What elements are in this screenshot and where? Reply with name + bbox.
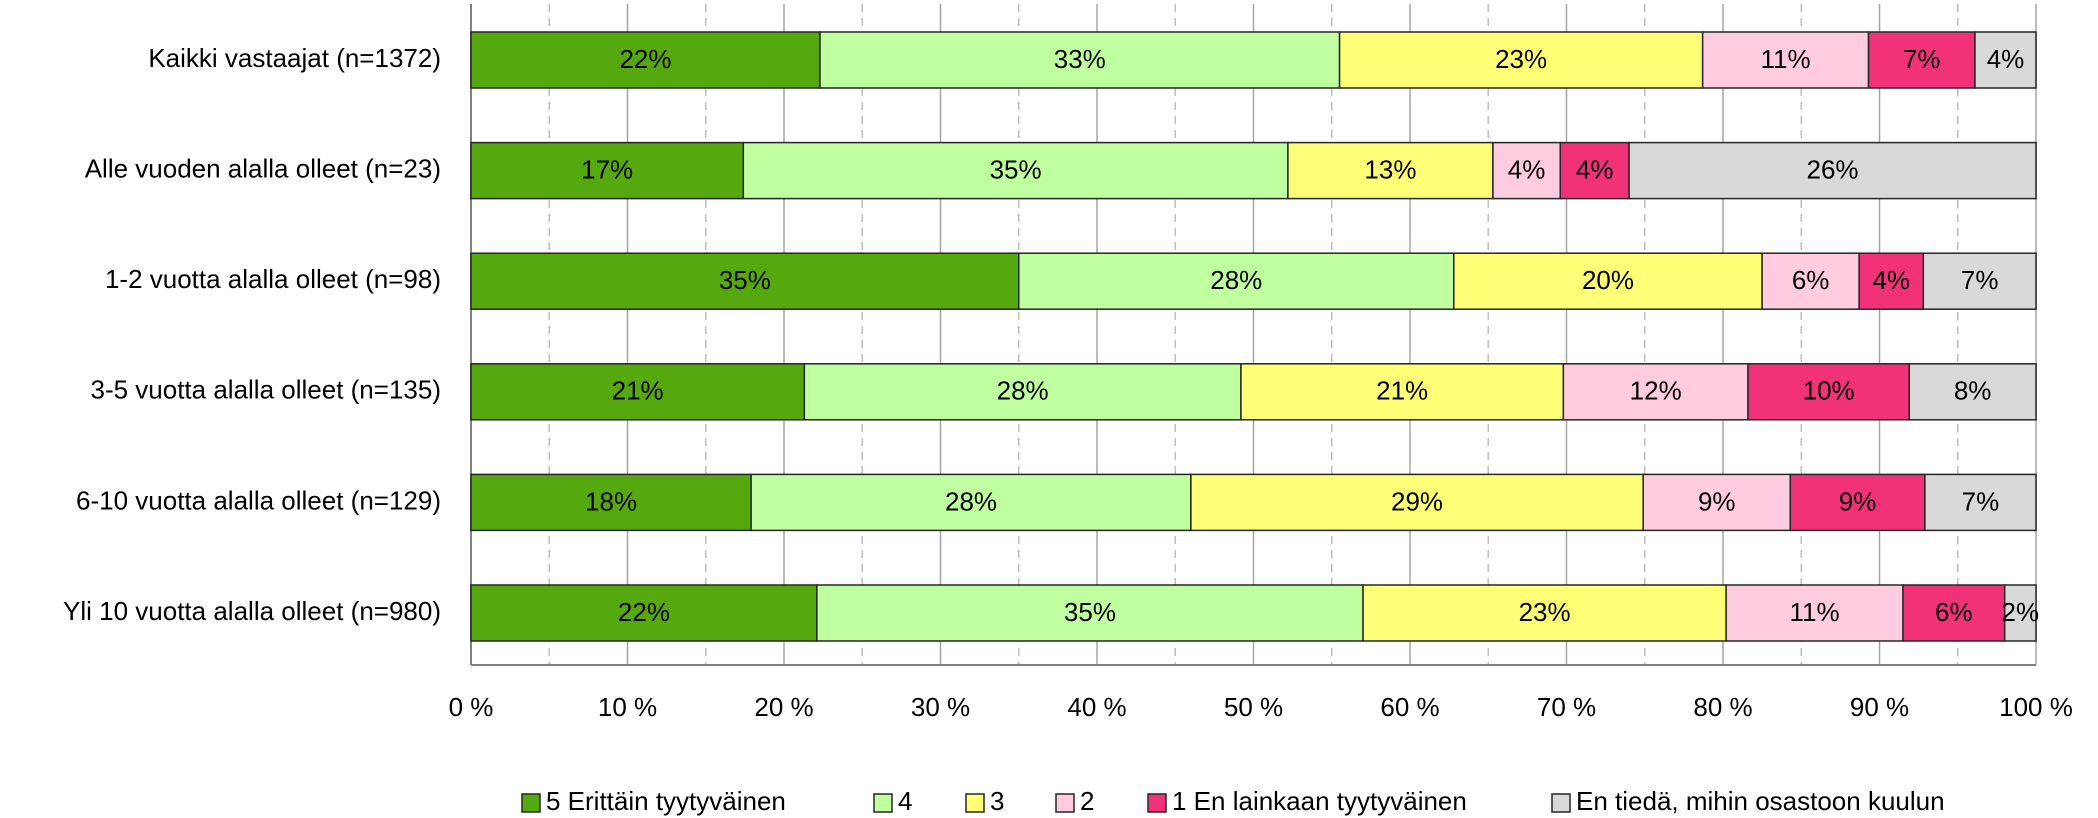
x-tick-label: 60 % <box>1380 692 1439 722</box>
bar-segment <box>1492 141 1561 200</box>
legend-label: 2 <box>1080 786 1094 816</box>
bar-segment <box>1858 252 1925 310</box>
bar-segment <box>1453 252 1763 310</box>
legend-label: 5 Erittäin tyytyväinen <box>546 786 786 816</box>
bar-segment <box>1642 473 1792 532</box>
legend-label: 1 En lainkaan tyytyväinen <box>1172 786 1467 816</box>
y-tick-label: Alle vuoden alalla olleet (n=23) <box>85 153 441 183</box>
bar-segment <box>470 31 821 89</box>
data-label: 29% <box>1391 486 1443 516</box>
data-label: 8% <box>1954 376 1992 406</box>
data-label: 23% <box>1495 44 1547 74</box>
legend-label: 4 <box>898 786 912 816</box>
data-label: 17% <box>581 154 633 184</box>
x-tick-label: 30 % <box>911 692 970 722</box>
x-tick-label: 90 % <box>1850 692 1909 722</box>
bar-segment <box>1701 31 1870 89</box>
data-label: 9% <box>1698 486 1736 516</box>
bar-segment <box>470 584 818 642</box>
bar-segment <box>1924 473 2037 532</box>
data-label: 10% <box>1803 376 1855 406</box>
y-tick-label: 1-2 vuotta alalla olleet (n=98) <box>105 264 441 294</box>
data-label: 2% <box>2002 597 2040 627</box>
bar-segment <box>1725 584 1904 642</box>
legend-swatch <box>1147 793 1167 813</box>
data-label: 26% <box>1807 154 1859 184</box>
legend-swatch <box>873 793 893 813</box>
bar-segment <box>750 473 1192 532</box>
bar-segment <box>1789 473 1926 532</box>
bar-segment <box>803 363 1242 421</box>
legend-swatch <box>965 793 985 813</box>
data-label: 28% <box>945 486 997 516</box>
data-label: 9% <box>1839 486 1877 516</box>
bar-segment <box>1908 363 2037 421</box>
data-label: 13% <box>1364 154 1416 184</box>
data-label: 20% <box>1582 265 1634 295</box>
data-label: 11% <box>1789 597 1839 627</box>
legend-swatch <box>521 793 541 813</box>
legend-label: 3 <box>990 786 1004 816</box>
bar-segment <box>470 252 1020 310</box>
data-label: 4% <box>1987 44 2025 74</box>
bar-segment <box>1922 252 2037 310</box>
legend-swatch <box>1551 793 1571 813</box>
data-label: 22% <box>618 597 670 627</box>
legend-swatch <box>1055 793 1075 813</box>
data-label: 6% <box>1935 597 1973 627</box>
x-tick-label: 100 % <box>1999 692 2073 722</box>
data-label: 7% <box>1962 486 2000 516</box>
x-tick-label: 50 % <box>1224 692 1283 722</box>
bar-segment <box>1240 363 1565 421</box>
bar-segment <box>1287 141 1494 200</box>
x-tick-label: 20 % <box>754 692 813 722</box>
bar-segment <box>819 31 1341 89</box>
data-label: 7% <box>1961 265 1999 295</box>
bar-segment <box>1338 31 1704 89</box>
y-tick-label: Kaikki vastaajat (n=1372) <box>148 43 441 73</box>
bar-segment <box>742 141 1289 200</box>
x-tick-label: 80 % <box>1693 692 1752 722</box>
data-label: 22% <box>619 44 671 74</box>
data-label: 35% <box>719 265 771 295</box>
data-label: 28% <box>1210 265 1262 295</box>
data-label: 11% <box>1761 44 1811 74</box>
bar-segment <box>1747 363 1910 421</box>
y-tick-label: 6-10 vuotta alalla olleet (n=129) <box>76 485 441 515</box>
bar-segment <box>2003 584 2037 642</box>
data-label: 28% <box>997 376 1049 406</box>
data-label: 35% <box>990 154 1042 184</box>
data-label: 23% <box>1519 597 1571 627</box>
data-label: 4% <box>1576 154 1614 184</box>
legend-label: En tiedä, mihin osastoon kuulun <box>1576 786 1945 816</box>
x-tick-label: 0 % <box>449 692 494 722</box>
bar-segment <box>1018 252 1455 310</box>
bar-segment <box>1867 31 1976 89</box>
data-label: 4% <box>1872 265 1910 295</box>
bar-segment <box>816 584 1364 642</box>
data-label: 18% <box>585 486 637 516</box>
x-tick-label: 40 % <box>1067 692 1126 722</box>
bar-segment <box>470 363 806 421</box>
x-tick-label: 10 % <box>598 692 657 722</box>
data-label: 7% <box>1903 44 1941 74</box>
data-label: 4% <box>1508 154 1546 184</box>
bar-segment <box>1761 252 1860 310</box>
y-tick-label: 3-5 vuotta alalla olleet (n=135) <box>90 375 441 405</box>
bar-segment <box>470 473 752 532</box>
data-label: 12% <box>1630 376 1682 406</box>
bar-segment <box>1902 584 2006 642</box>
bar-segment <box>1628 141 2037 200</box>
bar-segment <box>1974 31 2037 89</box>
data-label: 21% <box>612 376 664 406</box>
data-label: 33% <box>1054 44 1106 74</box>
data-label: 35% <box>1064 597 1116 627</box>
data-label: 21% <box>1376 376 1428 406</box>
y-tick-label: Yli 10 vuotta alalla olleet (n=980) <box>63 596 441 626</box>
x-tick-label: 70 % <box>1537 692 1596 722</box>
data-label: 6% <box>1792 265 1830 295</box>
